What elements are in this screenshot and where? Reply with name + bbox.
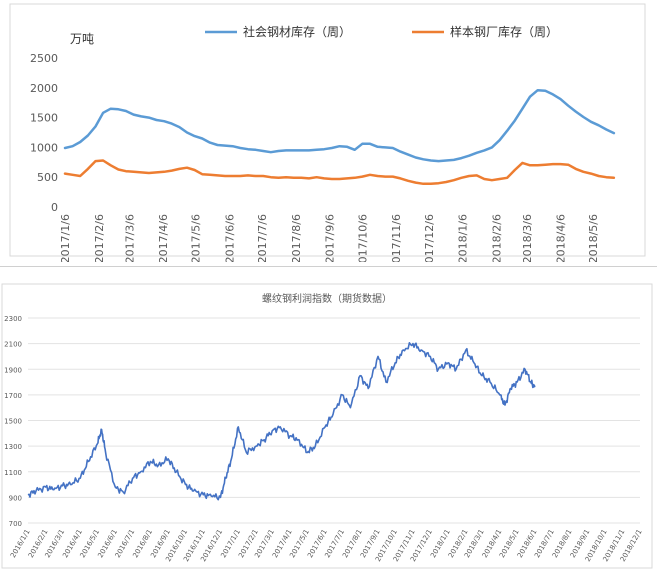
chart2-y-tick-label: 1300 [4,443,22,451]
chart1-border [9,3,646,257]
chart1-x-tick-label: 2018/4/6 [555,214,568,262]
chart2-y-tick-label: 1500 [4,418,22,426]
chart2-y-axis: 700 900 1100 1300 1500 1700 1900 2100 2300 [4,315,22,528]
chart1-x-tick-label: 2017/5/6 [190,214,203,262]
chart1-x-axis: 2017/1/6 2017/2/6 2017/3/6 2017/4/6 2017/5/6… [59,214,600,262]
chart1-x-tick-label: 2017/6/6 [223,214,236,262]
chart1-x-tick-label: 2017/9/6 [324,214,337,262]
chart2-y-tick-label: 1100 [4,469,22,477]
chart1-x-tick-label: 2018/2/6 [490,214,503,262]
chart2-series [27,342,536,501]
chart1-y-tick-label: 0 [51,201,58,214]
chart1-unit-label: 万吨 [70,32,94,46]
chart1-y-tick-label: 2500 [30,52,58,65]
rebar-profit-index-chart: 螺纹钢利润指数（期货数据） 700 900 1100 1300 1500 1700 1900… [1,283,653,569]
chart2-y-tick-label: 1900 [4,366,22,374]
chart1-y-tick-label: 2000 [30,82,58,95]
chart1-x-tick-label: 2017/11/6 [390,214,403,262]
divider-line [0,266,657,267]
chart2-y-tick-label: 2100 [4,341,22,349]
chart1-x-tick-label: 2017/3/6 [123,214,136,262]
chart1-x-tick-label: 2017/8/6 [290,214,303,262]
chart1-x-tick-label: 2018/5/6 [587,214,600,262]
chart1-legend-label-2: 样本钢厂库存（周） [450,24,558,39]
chart1-x-tick-label: 2017/10/6 [356,214,369,262]
chart1-y-tick-label: 500 [37,171,58,184]
chart1-x-tick-label: 2017/2/6 [93,214,106,262]
chart2-y-tick-label: 1700 [4,392,22,400]
chart1-legend: 社会钢材库存（周） 样本钢厂库存（周） [205,24,558,39]
chart2-title: 螺纹钢利润指数（期货数据） [262,292,392,305]
chart1-series-line-1 [63,88,616,163]
chart1-x-tick-label: 2017/7/6 [256,214,269,262]
chart1-legend-label-1: 社会钢材库存（周） [243,24,351,39]
chart1-x-tick-label: 2018/1/6 [457,214,470,262]
chart2-series-line-1 [27,342,536,501]
chart2-y-tick-label: 700 [9,520,22,528]
steel-inventory-chart: 万吨 社会钢材库存（周） 样本钢厂库存（周） 0 500 1000 1500 2000 25… [9,3,646,262]
chart1-y-axis: 0 500 1000 1500 2000 2500 [30,52,58,214]
chart1-y-tick-label: 1500 [30,112,58,125]
chart1-series [63,88,616,186]
chart1-series-line-2 [63,159,616,186]
chart2-y-tick-label: 2300 [4,315,22,323]
chart1-x-tick-label: 2017/12/6 [423,214,436,262]
chart1-x-tick-label: 2018/3/6 [521,214,534,262]
chart2-gridlines [28,317,640,524]
chart1-y-tick-label: 1000 [30,141,58,154]
chart1-x-tick-label: 2017/1/6 [59,214,72,262]
chart1-x-tick-label: 2017/4/6 [157,214,170,262]
chart2-y-tick-label: 900 [9,494,22,502]
